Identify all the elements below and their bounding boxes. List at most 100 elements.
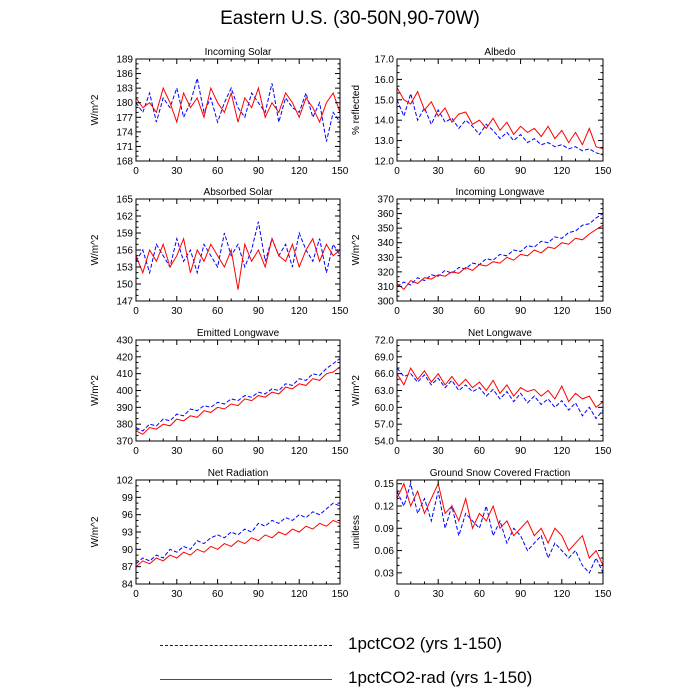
y-tick-label: 174	[116, 127, 133, 138]
x-tick-label: 60	[474, 166, 486, 177]
x-tick-label: 30	[171, 306, 183, 317]
plot-frame	[135, 58, 341, 162]
series-line-1pctco2	[396, 481, 604, 574]
y-tick-label: 310	[377, 282, 394, 293]
y-tick-label: 400	[116, 386, 133, 397]
legend-item-1pctco2-rad: 1pctCO2-rad (yrs 1-150)	[160, 668, 660, 692]
y-tick-label: 380	[116, 420, 133, 431]
series-line-1pctco2-rad	[396, 224, 604, 291]
x-tick-label: 120	[553, 446, 570, 457]
plot-frame	[396, 58, 604, 162]
series-line-1pctco2	[135, 502, 341, 565]
x-tick-label: 120	[553, 166, 570, 177]
y-tick-label: 16.0	[375, 75, 395, 86]
x-tick-label: 120	[291, 306, 308, 317]
x-tick-label: 150	[595, 166, 612, 177]
plot-frame	[135, 479, 341, 585]
x-tick-label: 30	[433, 166, 445, 177]
panel-title: Incoming Longwave	[456, 187, 545, 198]
y-tick-label: 0.06	[375, 546, 395, 557]
y-axis-label: W/m^2	[90, 94, 101, 125]
y-tick-label: 360	[377, 209, 394, 220]
x-tick-label: 30	[433, 446, 445, 457]
series-line-1pctco2-rad	[135, 519, 341, 568]
series-line-1pctco2-rad	[135, 366, 341, 435]
panel-3: Incoming Longwave W/m^2 0 30 60 90 120 150 300 31…	[351, 187, 612, 317]
plot-frame	[396, 479, 604, 585]
panel-title: Absorbed Solar	[204, 187, 274, 198]
y-tick-label: 93	[122, 528, 134, 539]
x-tick-label: 0	[133, 306, 139, 317]
y-tick-label: 180	[116, 98, 133, 109]
x-tick-label: 150	[332, 166, 349, 177]
x-tick-label: 150	[595, 306, 612, 317]
x-tick-label: 90	[515, 446, 527, 457]
x-tick-label: 60	[212, 166, 224, 177]
y-tick-label: 54.0	[375, 437, 395, 448]
x-tick-label: 0	[394, 306, 400, 317]
y-tick-label: 13.0	[375, 136, 395, 147]
x-tick-label: 0	[133, 589, 139, 600]
y-tick-label: 320	[377, 267, 394, 278]
panel-title: Net Longwave	[468, 328, 532, 339]
x-tick-label: 90	[253, 306, 265, 317]
x-tick-label: 60	[474, 306, 486, 317]
x-tick-label: 90	[253, 446, 265, 457]
y-tick-label: 420	[116, 352, 133, 363]
y-tick-label: 57.0	[375, 420, 395, 431]
x-tick-label: 90	[253, 166, 265, 177]
x-tick-label: 120	[291, 166, 308, 177]
y-tick-label: 147	[116, 297, 133, 308]
legend-label: 1pctCO2 (yrs 1-150)	[348, 634, 502, 653]
x-tick-label: 150	[332, 306, 349, 317]
x-tick-label: 150	[595, 589, 612, 600]
y-tick-label: 165	[116, 195, 133, 206]
x-tick-label: 120	[291, 446, 308, 457]
panel-title: Emitted Longwave	[197, 328, 280, 339]
y-tick-label: 0.09	[375, 524, 395, 535]
series-line-1pctco2	[135, 358, 341, 432]
x-tick-label: 60	[212, 306, 224, 317]
y-tick-label: 102	[116, 476, 133, 487]
y-tick-label: 186	[116, 69, 133, 80]
series-line-1pctco2-rad	[396, 366, 604, 409]
x-tick-label: 30	[171, 446, 183, 457]
y-tick-label: 168	[116, 157, 133, 168]
panel-title: Incoming Solar	[205, 47, 272, 58]
x-tick-label: 60	[212, 446, 224, 457]
x-tick-label: 60	[212, 589, 224, 600]
y-tick-label: 340	[377, 238, 394, 249]
y-tick-label: 69.0	[375, 352, 395, 363]
y-axis-label: W/m^2	[90, 375, 101, 406]
y-axis-label: W/m^2	[90, 516, 101, 547]
legend-label: 1pctCO2-rad (yrs 1-150)	[348, 668, 533, 687]
panel-title: Net Radiation	[208, 468, 269, 479]
y-tick-label: 183	[116, 84, 133, 95]
panel-5: Net Longwave W/m^2 0 30 60 90 120 150 54.0 57.0 60…	[351, 328, 612, 457]
x-tick-label: 60	[474, 589, 486, 600]
y-tick-label: 17.0	[375, 55, 395, 66]
x-tick-label: 90	[253, 589, 265, 600]
y-tick-label: 14.0	[375, 116, 395, 127]
panel-2: Absorbed Solar W/m^2 0 30 60 90 120 150 147 150 15…	[90, 187, 349, 317]
x-tick-label: 0	[394, 589, 400, 600]
x-tick-label: 150	[332, 589, 349, 600]
plot-frame	[396, 198, 604, 302]
plot-frame	[135, 339, 341, 442]
panel-1: Albedo % reflected 0 30 60 90 120 150 12.0 13.0 14…	[351, 47, 612, 177]
y-tick-label: 66.0	[375, 369, 395, 380]
panel-4: Emitted Longwave W/m^2 0 30 60 90 120 150 370 380…	[90, 328, 349, 457]
y-tick-label: 410	[116, 369, 133, 380]
x-tick-label: 120	[553, 306, 570, 317]
series-line-1pctco2-rad	[135, 86, 341, 124]
x-tick-label: 120	[291, 589, 308, 600]
series-line-1pctco2	[135, 78, 341, 142]
x-tick-label: 60	[474, 446, 486, 457]
series-line-1pctco2	[135, 221, 341, 275]
y-tick-label: 350	[377, 224, 394, 235]
series-line-1pctco2-rad	[396, 482, 604, 566]
x-tick-label: 120	[553, 589, 570, 600]
y-tick-label: 60.0	[375, 403, 395, 414]
y-tick-label: 153	[116, 263, 133, 274]
series-line-1pctco2	[396, 367, 604, 420]
